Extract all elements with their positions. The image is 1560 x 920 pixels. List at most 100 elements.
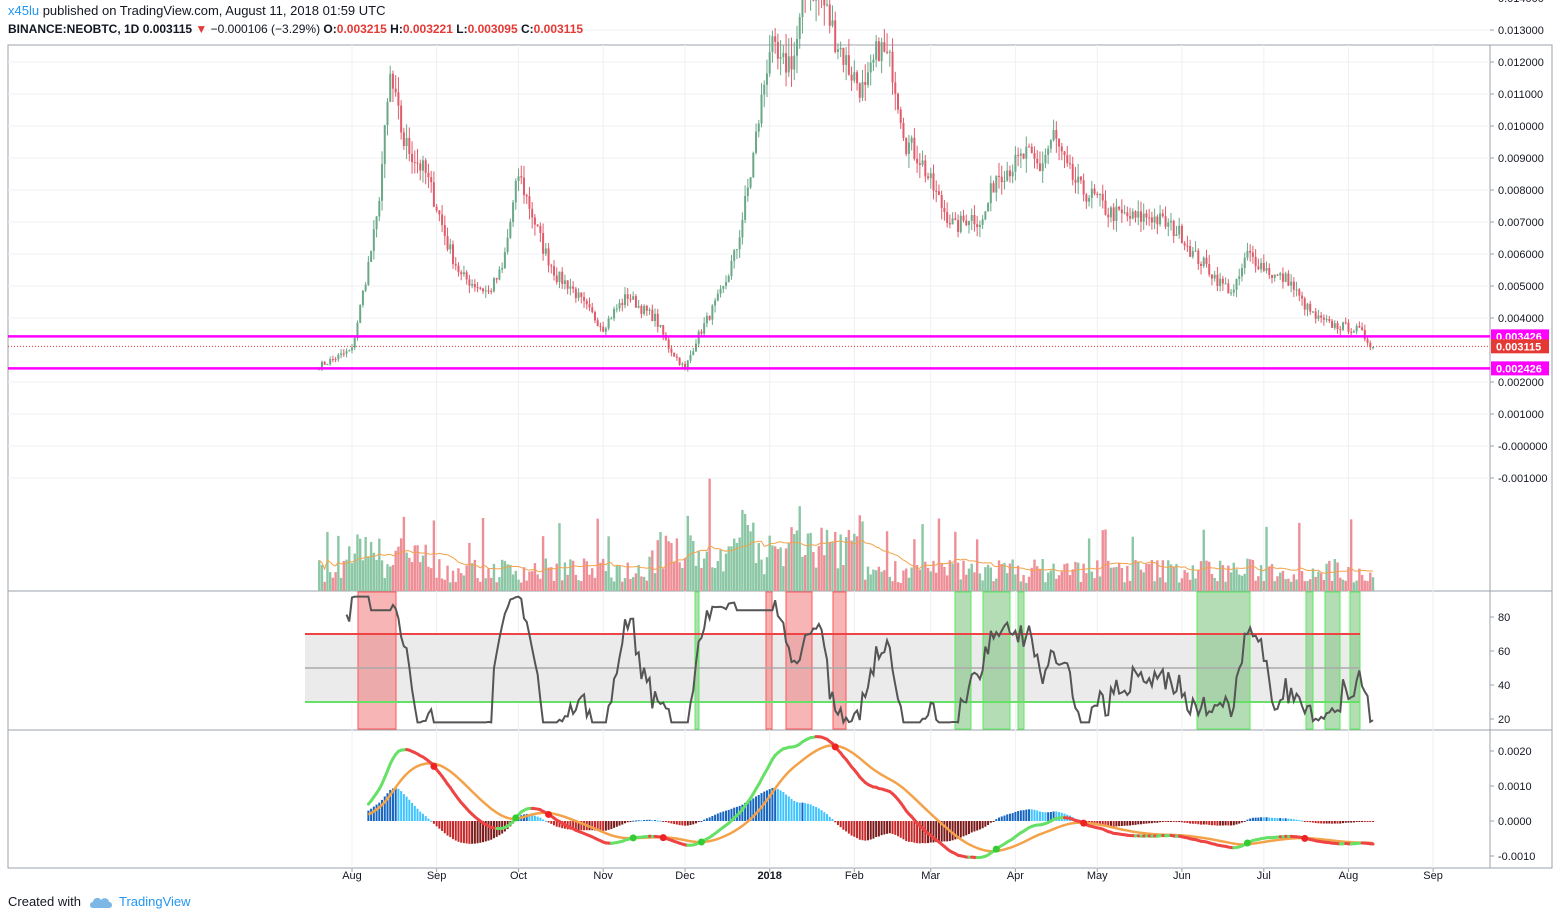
volume-bar [809,532,812,591]
candle-body [861,81,864,98]
volume-bar [1139,569,1143,591]
candle-body [785,53,788,73]
volume-bar [738,537,741,591]
volume-bar [342,560,346,591]
macd-histogram-bar [973,821,976,832]
macd-histogram-bar [869,821,872,840]
macd-histogram-bar [416,808,419,821]
volume-bar [1330,580,1334,591]
candle-body [793,55,796,70]
macd-histogram-bar [779,790,782,821]
macd-histogram-bar [667,821,670,823]
volume-bar [702,558,706,591]
volume-bar [585,561,588,591]
volume-bar [855,536,859,591]
volume-bar [380,560,384,591]
volume-bar [915,565,919,591]
volume-bar [1287,578,1290,591]
username-link[interactable]: x45lu [8,3,40,18]
macd-histogram-bar [484,821,487,842]
macd-histogram-bar [1197,821,1200,825]
candle-body [692,351,695,355]
macd-histogram-bar [831,819,834,821]
candle-body [1011,171,1014,177]
macd-histogram-bar [1022,810,1025,821]
volume-bar [1358,568,1361,591]
volume-bar [416,545,419,591]
candle-body [872,59,875,63]
candle-body [471,284,474,286]
candle-body [1186,245,1189,247]
rsi-oversold-zone [982,591,1011,730]
candle-body [1044,154,1047,164]
macd-histogram-bar [883,821,886,835]
candle-body [1134,211,1137,218]
macd-histogram-bar [998,817,1001,821]
macd-histogram-bar [662,821,665,822]
macd-histogram-bar [457,821,460,842]
candle-body [577,292,580,299]
candle-body [1325,319,1328,321]
candle-body [858,83,861,98]
price-axis-label: 0.012000 [1498,57,1544,69]
candle-body [959,215,962,232]
tradingview-link[interactable]: TradingView [89,894,191,909]
volume-bar [1270,564,1274,591]
volume-bar [1360,574,1364,591]
macd-histogram-bar [1322,821,1325,824]
candle-body [1142,213,1145,222]
volume-bar [1229,572,1233,591]
volume-bar [1322,579,1326,591]
candle-body [828,4,831,26]
macd-histogram-bar [473,821,476,844]
candle-body [1314,311,1317,319]
candle-body [1243,257,1246,269]
macd-histogram-bar [1112,821,1115,827]
macd-histogram-bar [902,821,905,840]
volume-bar [1057,575,1061,591]
volume-bar [462,575,466,591]
volume-bar [918,569,922,591]
volume-bar [558,523,561,591]
candle-body [479,287,482,289]
candle-body [918,163,921,165]
macd-histogram-bar [1361,821,1364,822]
volume-bar [634,573,638,591]
candle-body [662,325,665,335]
rsi-axis-label: 40 [1498,680,1510,692]
candle-body [801,0,804,18]
macd-histogram-bar [1303,821,1306,822]
macd-histogram-bar [1055,811,1058,821]
volume-bar [948,560,952,591]
volume-bar [1172,566,1175,591]
macd-histogram-bar [714,814,717,821]
candle-body [1208,263,1211,275]
volume-bar [749,531,752,591]
macd-histogram-bar [1249,818,1252,821]
volume-bar [457,568,460,591]
volume-bar [484,578,487,591]
candle-body [1022,153,1025,159]
candle-body [361,290,364,306]
volume-bar [612,581,616,591]
candle-body [1216,274,1219,287]
candle-body [768,52,771,74]
volume-bar [1289,581,1293,591]
candle-body [1003,180,1006,183]
macd-histogram-bar [591,821,594,831]
candle-body [951,218,954,225]
macd-histogram-bar [705,818,708,821]
candle-body [542,233,545,254]
x-axis-label: Jun [1173,870,1191,882]
volume-bar [642,576,646,591]
macd-histogram-bar [471,821,474,844]
candle-body [1090,188,1093,198]
low-value: 0.003095 [467,22,518,36]
volume-bar [1273,581,1276,591]
volume-bar [1038,568,1042,591]
volume-bar [708,478,711,591]
candle-body [831,20,834,26]
macd-histogram-bar [722,811,725,821]
price-axis-label: 0.006000 [1498,249,1544,261]
